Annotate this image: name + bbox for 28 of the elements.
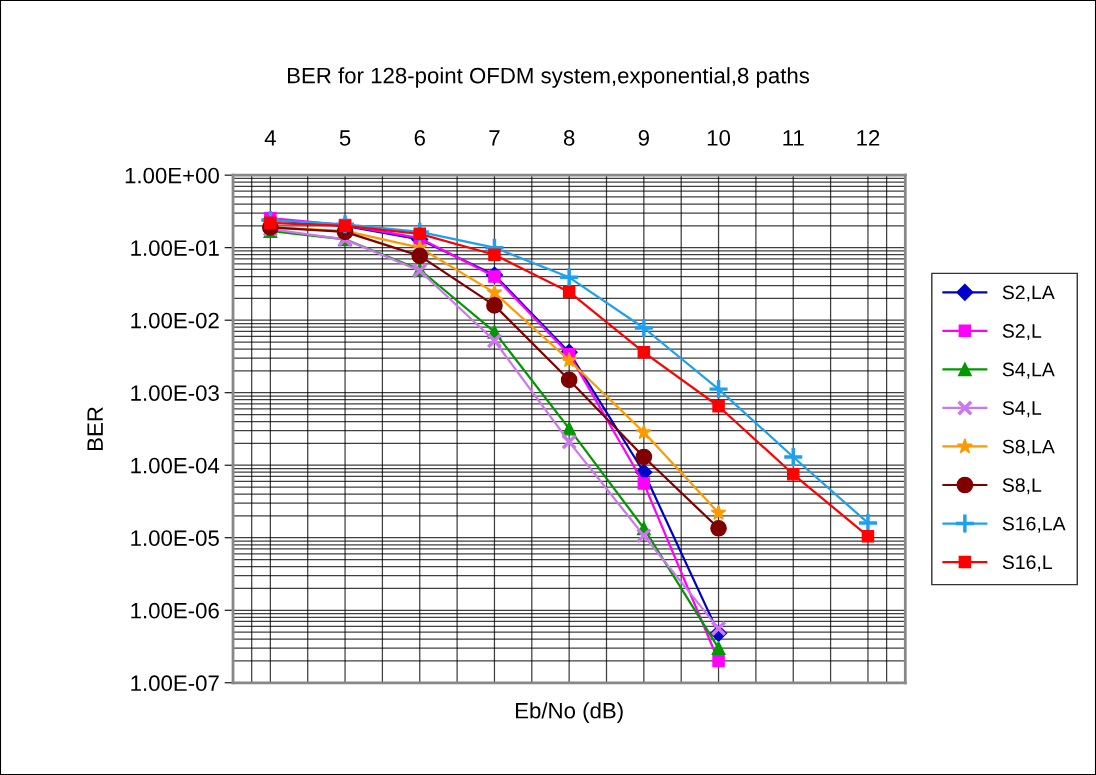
y-tick-label: 1.00E-02 [131, 312, 219, 329]
legend-label: S16,LA [1002, 516, 1066, 533]
legend-label: S16,L [1002, 555, 1052, 572]
x-tick-label: 4 [264, 130, 276, 146]
x-tick-label: 12 [857, 130, 880, 146]
y-tick-label: 1.00E+00 [125, 167, 219, 184]
legend-label: S8,LA [1002, 439, 1055, 456]
x-tick-label: 10 [707, 130, 731, 146]
y-tick-label: 1.00E-01 [131, 240, 219, 256]
y-tick-label: 1.00E-07 [131, 675, 219, 692]
legend-label: S4,L [1002, 401, 1042, 418]
x-tick-label: 8 [563, 130, 575, 146]
y-tick-label: 1.00E-04 [131, 457, 220, 474]
chart-title: BER for 128-point OFDM system,exponential,8 paths [287, 67, 810, 88]
x-tick-label: 5 [339, 130, 351, 146]
x-tick-label: 7 [489, 130, 500, 146]
legend-label: S2,L [1002, 324, 1042, 341]
y-tick-label: 1.00E-03 [131, 385, 219, 401]
legend-label: S8,L [1002, 478, 1042, 495]
x-tick-label: 9 [638, 130, 649, 146]
legend-label: S4,LA [1002, 362, 1055, 379]
x-axis-title: Eb/No (dB) [516, 702, 623, 723]
y-tick-label: 1.00E-05 [131, 530, 219, 547]
y-axis-title: BER [87, 407, 103, 450]
y-tick-label: 1.00E-06 [131, 602, 219, 619]
x-tick-label: 6 [414, 130, 425, 146]
legend-label: S2,LA [1002, 285, 1055, 302]
x-tick-label: 11 [783, 130, 804, 146]
